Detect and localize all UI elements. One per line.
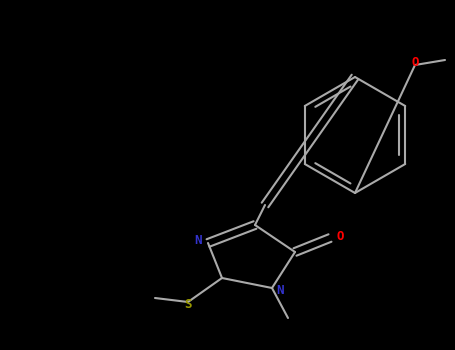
Text: O: O [411,56,419,69]
Text: O: O [336,230,344,243]
Text: S: S [184,298,192,310]
Text: N: N [194,234,202,247]
Text: N: N [276,284,284,296]
